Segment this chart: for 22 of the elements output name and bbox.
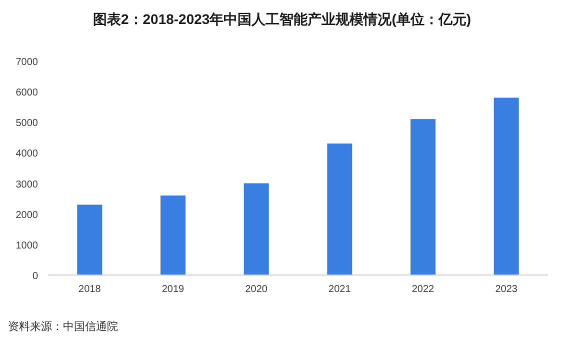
y-tick-label: 3000 xyxy=(16,179,38,190)
y-tick-label: 5000 xyxy=(16,118,38,130)
y-tick-label: 0 xyxy=(32,271,38,282)
y-tick-label: 4000 xyxy=(16,148,38,160)
bar xyxy=(244,183,269,275)
y-tick-label: 2000 xyxy=(16,210,38,221)
bar xyxy=(494,98,519,275)
y-tick-label: 1000 xyxy=(16,240,38,252)
x-tick-label: 2020 xyxy=(245,284,268,295)
x-tick-label: 2018 xyxy=(78,284,102,295)
x-tick-label: 2023 xyxy=(495,284,518,295)
x-tick-label: 2021 xyxy=(328,284,352,295)
chart-title: 图表2：2018-2023年中国人工智能产业规模情况(单位：亿元) xyxy=(92,11,472,27)
bar xyxy=(160,196,186,275)
bar xyxy=(77,204,102,275)
y-tick-label: 7000 xyxy=(16,57,38,68)
bar xyxy=(327,144,352,275)
bar xyxy=(410,119,436,275)
x-tick-label: 2019 xyxy=(162,284,185,295)
y-tick-label: 6000 xyxy=(16,88,38,99)
text: 资料来源：中国信通院 xyxy=(8,320,118,333)
x-tick-label: 2022 xyxy=(412,284,435,295)
